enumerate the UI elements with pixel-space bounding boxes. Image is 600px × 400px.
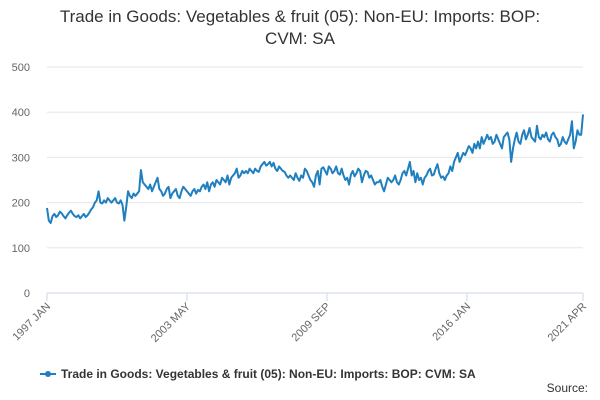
x-tick-label: 2003 MAY — [149, 300, 194, 345]
y-tick-label: 0 — [24, 288, 30, 300]
x-tick-label: 2016 JAN — [430, 301, 473, 344]
y-tick-label: 400 — [12, 107, 30, 119]
x-tick-label: 2009 SEP — [290, 301, 334, 345]
x-tick-label: 1997 JAN — [10, 301, 53, 344]
legend-label: Trade in Goods: Vegetables & fruit (05):… — [61, 367, 476, 381]
y-tick-label: 100 — [12, 243, 30, 255]
y-tick-label: 300 — [12, 152, 30, 164]
legend-marker — [45, 371, 51, 377]
series-line — [46, 114, 584, 224]
chart-title: Trade in Goods: Vegetables & fruit (05):… — [59, 7, 541, 48]
y-tick-label: 500 — [12, 62, 30, 74]
source: Source: — [547, 381, 588, 395]
y-tick-label: 200 — [12, 198, 30, 210]
x-tick-label: 2021 APR — [546, 301, 590, 345]
